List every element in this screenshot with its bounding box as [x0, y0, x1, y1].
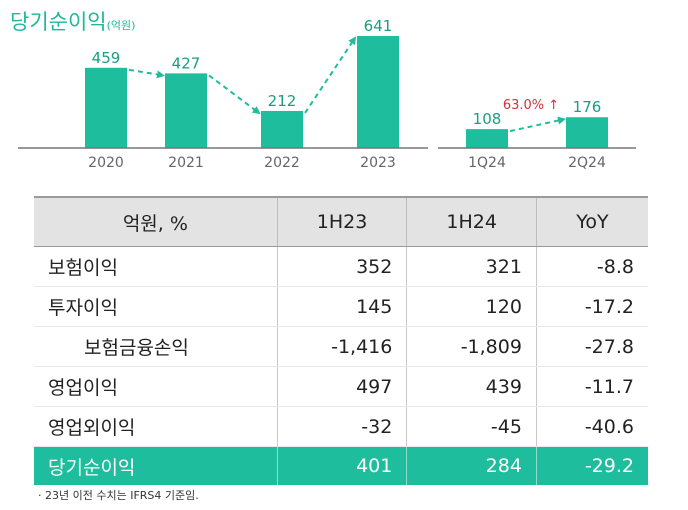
tick-label-2021: 2021: [168, 155, 204, 171]
cell-1h24: -1,809: [406, 326, 537, 367]
cell-yoy: -27.8: [535, 326, 648, 367]
cell-yoy: -40.6: [535, 406, 648, 447]
chart-title-main: 당기순이익: [10, 10, 107, 34]
table-row: 보험이익 352 321 -8.8: [34, 246, 648, 287]
chart-title: 당기순이익(억원): [10, 6, 135, 36]
cell-yoy: -11.7: [535, 366, 648, 407]
data-label-1Q24: 108: [473, 110, 502, 128]
header-1h24: 1H24: [406, 196, 537, 247]
bar-2020: [85, 67, 127, 148]
cell-1h23: 352: [276, 246, 407, 287]
cell-1h24: 439: [406, 366, 537, 407]
table-header-row: 억원, % 1H23 1H24 YoY: [34, 196, 648, 247]
row-label: 영업이익: [34, 366, 278, 407]
table-row-total: 당기순이익 401 284 -29.2: [34, 446, 648, 485]
tick-label-2022: 2022: [264, 155, 300, 171]
table-row: 영업외이익 -32 -45 -40.6: [34, 406, 648, 447]
trend-arrow-2021-2022: [208, 74, 261, 115]
header-yoy: YoY: [535, 196, 648, 247]
row-label: 영업외이익: [34, 406, 278, 447]
cell-1h24: 284: [406, 446, 537, 485]
header-1h23: 1H23: [276, 196, 407, 247]
tick-label-2020: 2020: [88, 155, 124, 171]
cell-yoy: -29.2: [535, 446, 648, 485]
income-table: 억원, % 1H23 1H24 YoY 보험이익 352 321 -8.8 투자…: [34, 196, 648, 485]
footnote: · 23년 이전 수치는 IFRS4 기준임.: [38, 489, 199, 502]
data-label-2Q24: 176: [573, 98, 602, 116]
tick-label-1Q24: 1Q24: [468, 155, 506, 171]
cell-1h23: -32: [276, 406, 407, 447]
row-label: 보험이익: [34, 246, 278, 287]
bar-2023: [357, 36, 399, 148]
cell-yoy: -8.8: [535, 246, 648, 287]
row-label: 투자이익: [34, 286, 278, 327]
table-row: 투자이익 145 120 -17.2: [34, 286, 648, 327]
trend-arrow-1Q24-2Q24: [509, 116, 566, 133]
data-label-2022: 212: [268, 92, 297, 110]
bar-2Q24: [566, 117, 608, 148]
cell-1h23: 145: [276, 286, 407, 327]
chart-title-unit: (억원): [106, 19, 136, 32]
data-label-2023: 641: [364, 17, 393, 35]
bar-2021: [165, 73, 207, 148]
cell-yoy: -17.2: [535, 286, 648, 327]
tick-label-2023: 2023: [360, 155, 396, 171]
net-income-chart: 459 2020 427 2021 212 2022 641 2023 108 1Q24 176 2Q…: [18, 17, 636, 171]
bar-2022: [261, 110, 303, 148]
cell-1h24: 321: [406, 246, 537, 287]
table-row: 영업이익 497 439 -11.7: [34, 366, 648, 407]
trend-arrow-2022-2023: [304, 36, 357, 114]
data-label-2020: 459: [92, 49, 121, 67]
header-unit: 억원, %: [34, 196, 278, 247]
cell-1h23: 497: [276, 366, 407, 407]
table-row: 보험금융손익 -1,416 -1,809 -27.8: [34, 326, 648, 367]
cell-1h23: 401: [276, 446, 407, 485]
trend-arrow-2020-2021: [128, 68, 165, 79]
row-label: 보험금융손익: [34, 326, 278, 367]
cell-1h24: -45: [406, 406, 537, 447]
data-label-2021: 427: [172, 54, 201, 72]
cell-1h23: -1,416: [276, 326, 407, 367]
growth-annotation: 63.0% ↑: [503, 98, 559, 113]
cell-1h24: 120: [406, 286, 537, 327]
tick-label-2Q24: 2Q24: [568, 155, 606, 171]
bar-1Q24: [466, 129, 508, 148]
row-label: 당기순이익: [34, 446, 278, 485]
